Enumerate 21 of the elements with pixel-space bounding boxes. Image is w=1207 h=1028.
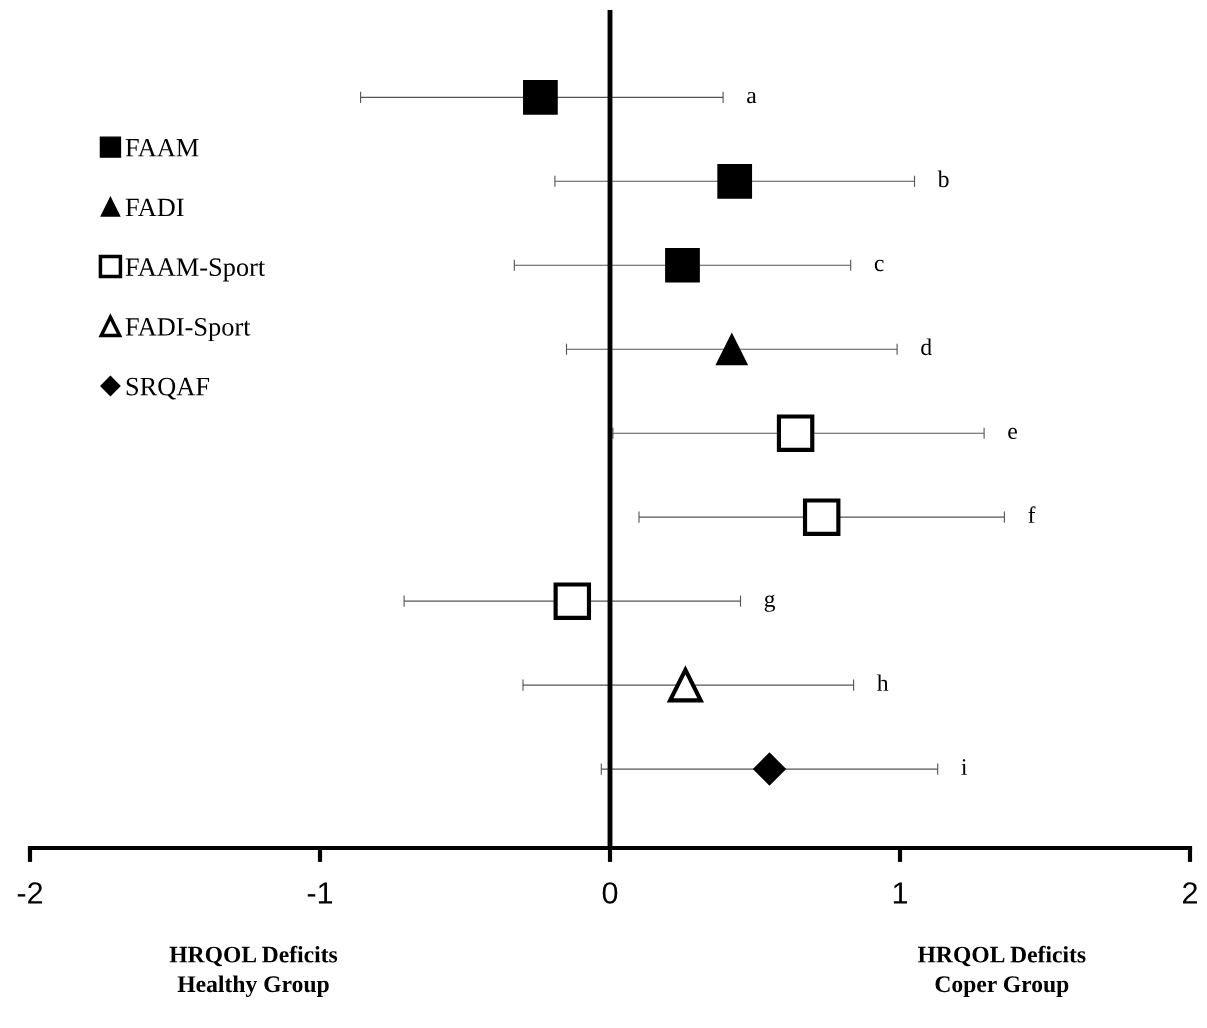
y-tick-label: f [1028,506,1036,523]
x-tick-label: 1 [893,882,908,904]
x-tick-label: -1 [307,882,333,904]
y-tick-label: e [1008,427,1017,440]
x-tick-label: 0 [602,882,618,904]
y-tick-label: b [937,170,949,188]
text: HRQOL Deficits Coper Group [917,945,1086,997]
x-tick-label: 2 [1183,882,1197,904]
y-tick-label: d [921,338,932,356]
y-tick-label: h [877,674,889,691]
legend-label: FAAM [125,138,199,157]
legend-label: FADI-Sport [125,318,251,342]
y-tick-label: c [874,259,884,272]
legend-label: FAAM-Sport [125,258,266,282]
y-tick-label: a [747,91,757,104]
text: HRQOL Deficits Healthy Group [169,945,338,997]
y-tick-label: i [961,759,968,775]
legend-label: FADI [125,198,184,217]
x-tick-label: -2 [17,882,43,904]
legend-label: SRQAF [126,377,210,400]
y-tick-label: g [764,594,776,612]
